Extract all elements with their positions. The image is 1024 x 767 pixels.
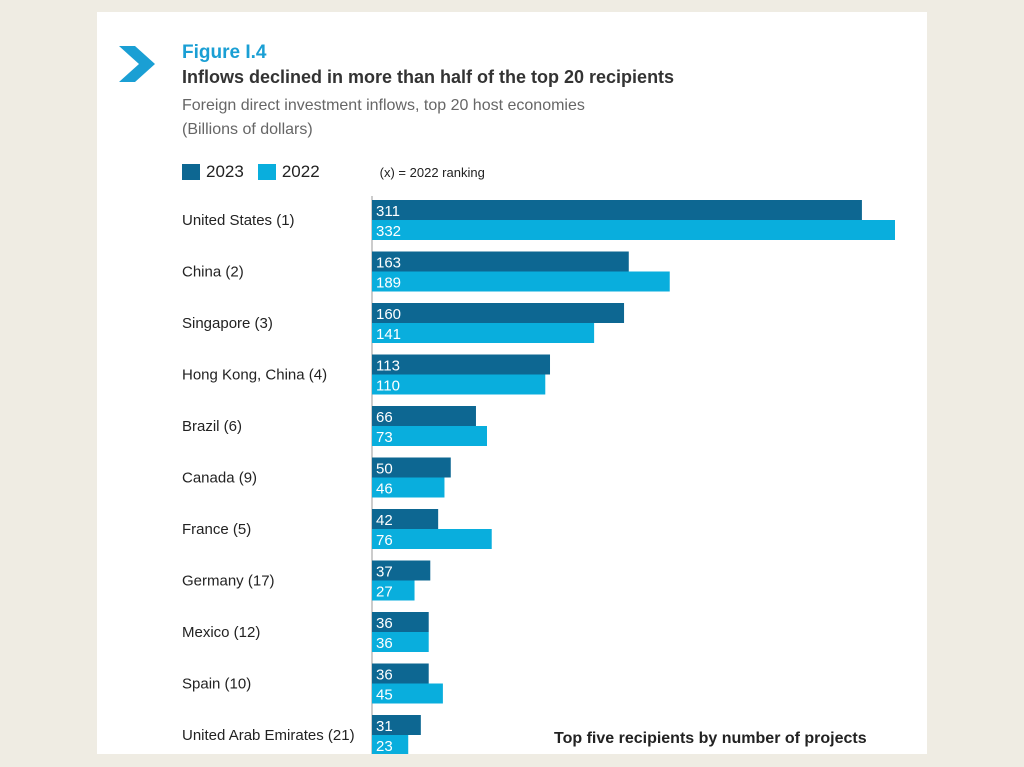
bar-2023 bbox=[372, 663, 429, 684]
category-label: United Arab Emirates (21) bbox=[182, 727, 355, 744]
subtitle-units: (Billions of dollars) bbox=[182, 121, 313, 138]
legend-swatch-2023 bbox=[182, 164, 200, 180]
bar-value-label: 160 bbox=[376, 306, 401, 323]
legend-label-2022: 2022 bbox=[281, 162, 320, 181]
bar-2022 bbox=[372, 683, 443, 704]
legend-swatch-2022 bbox=[257, 164, 276, 180]
bar-value-label: 189 bbox=[376, 275, 401, 292]
bar-2023 bbox=[372, 406, 476, 426]
bar-2022 bbox=[372, 735, 409, 754]
bar-value-label: 23 bbox=[376, 738, 393, 754]
bar-value-label: 37 bbox=[376, 564, 393, 581]
bar-value-label: 332 bbox=[376, 223, 401, 240]
bar-2022 bbox=[372, 580, 415, 601]
ranking-note: (x) = 2022 ranking bbox=[379, 164, 485, 180]
bar-value-label: 27 bbox=[376, 584, 393, 601]
bar-chart: United States (1) 311 332 China (2) 163 189 Si… bbox=[182, 196, 895, 754]
bar-value-label: 36 bbox=[376, 615, 393, 632]
legend-item-2023: 2023 bbox=[182, 162, 244, 182]
category-label: Brazil (6) bbox=[182, 418, 242, 435]
bar-2022 bbox=[372, 220, 895, 240]
bar-2023 bbox=[372, 457, 451, 478]
bar-value-label: 50 bbox=[376, 461, 393, 478]
bar-2022 bbox=[372, 477, 445, 498]
bar-2022 bbox=[372, 632, 429, 652]
figure-label: Figure I.4 bbox=[182, 42, 267, 63]
bar-2022 bbox=[372, 323, 595, 343]
bar-2023 bbox=[372, 251, 629, 272]
chart-title: Inflows declined in more than half of th… bbox=[182, 67, 675, 87]
chevron-right-icon bbox=[119, 46, 155, 82]
bar-value-label: 46 bbox=[376, 481, 393, 498]
subtitle-line: Foreign direct investment inflows, top 2… bbox=[182, 97, 585, 114]
category-label: Mexico (12) bbox=[182, 624, 260, 641]
legend-item-2022: 2022 bbox=[257, 162, 320, 182]
bar-2023 bbox=[372, 354, 551, 375]
footnote: Top five recipients by number of project… bbox=[554, 730, 867, 747]
bar-2023 bbox=[372, 715, 421, 735]
chart-legend: 2023 2022 (x) = 2022 ranking bbox=[182, 162, 485, 182]
category-label: United States (1) bbox=[182, 212, 295, 229]
bar-2022 bbox=[372, 271, 670, 292]
category-label: Hong Kong, China (4) bbox=[182, 367, 327, 384]
bar-value-label: 42 bbox=[376, 512, 393, 529]
bar-value-label: 31 bbox=[376, 718, 393, 735]
bar-value-label: 141 bbox=[376, 326, 401, 343]
bar-2023 bbox=[372, 303, 625, 323]
bar-value-label: 76 bbox=[376, 532, 393, 549]
bar-2023 bbox=[372, 612, 429, 632]
category-label: Singapore (3) bbox=[182, 315, 273, 332]
bar-value-label: 45 bbox=[376, 687, 393, 704]
bar-value-label: 311 bbox=[376, 203, 400, 220]
bar-value-label: 36 bbox=[376, 667, 393, 684]
figure-card: Figure I.4 Inflows declined in more than… bbox=[97, 12, 927, 754]
bar-2023 bbox=[372, 560, 431, 581]
bar-2022 bbox=[372, 374, 546, 395]
bar-2022 bbox=[372, 529, 492, 549]
bar-2022 bbox=[372, 426, 487, 446]
category-label: Canada (9) bbox=[182, 470, 257, 487]
category-label: Spain (10) bbox=[182, 676, 251, 693]
category-label: France (5) bbox=[182, 521, 251, 538]
bar-2023 bbox=[372, 509, 439, 529]
category-label: China (2) bbox=[182, 264, 244, 281]
bar-2023 bbox=[372, 200, 862, 220]
bar-value-label: 73 bbox=[376, 429, 393, 446]
legend-label-2023: 2023 bbox=[206, 162, 244, 181]
category-label: Germany (17) bbox=[182, 573, 275, 590]
bar-value-label: 110 bbox=[376, 378, 400, 395]
bar-value-label: 113 bbox=[376, 358, 400, 375]
chart-subtitle: Foreign direct investment inflows, top 2… bbox=[182, 94, 585, 142]
bar-value-label: 36 bbox=[376, 635, 393, 652]
bar-value-label: 66 bbox=[376, 409, 393, 426]
bar-value-label: 163 bbox=[376, 255, 401, 272]
